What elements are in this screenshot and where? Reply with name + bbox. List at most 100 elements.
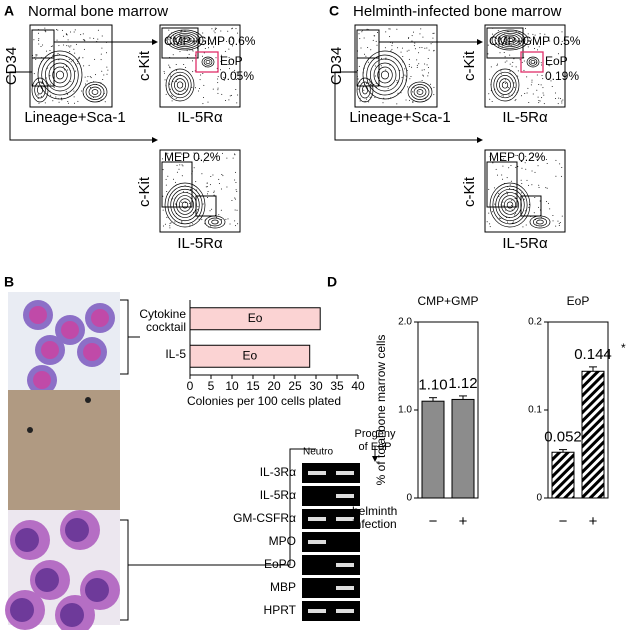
contour: [48, 62, 72, 88]
event-dot: [220, 61, 222, 63]
event-dot: [375, 40, 377, 42]
event-dot: [35, 54, 37, 56]
event-dot: [523, 60, 525, 62]
event-dot: [237, 75, 239, 77]
nucleus: [65, 518, 89, 542]
event-dot: [62, 66, 64, 68]
y-axis-label: c-Kit: [136, 176, 153, 207]
y-axis-label: c-Kit: [461, 176, 478, 207]
contour: [489, 182, 531, 228]
event-dot: [174, 221, 176, 223]
event-dot: [538, 184, 540, 186]
event-dot: [58, 59, 60, 61]
event-dot: [528, 101, 530, 103]
contour: [164, 182, 206, 228]
event-dot: [523, 69, 525, 71]
event-dot: [538, 206, 540, 208]
chart-title: CMP+GMP: [417, 294, 478, 308]
event-dot: [208, 43, 210, 45]
event-dot: [162, 158, 164, 160]
event-dot: [530, 84, 532, 86]
event-dot: [489, 223, 491, 225]
x-tick-label: 20: [267, 379, 281, 393]
contour: [171, 75, 189, 95]
event-dot: [167, 152, 169, 154]
event-dot: [432, 37, 434, 39]
event-dot: [181, 153, 183, 155]
event-dot: [388, 28, 390, 30]
event-dot: [196, 189, 198, 191]
bar: [451, 398, 475, 499]
event-dot: [220, 69, 222, 71]
event-dot: [514, 100, 516, 102]
event-dot: [399, 69, 401, 71]
event-dot: [194, 87, 196, 89]
event-dot: [376, 44, 378, 46]
event-dot: [364, 100, 366, 102]
contour: [207, 217, 223, 227]
x-axis-label: helminth infection: [352, 504, 398, 531]
event-dot: [203, 84, 205, 86]
event-dot: [536, 89, 538, 91]
lane-label: Progeny of EoP: [354, 428, 396, 453]
event-dot: [413, 45, 415, 47]
event-dot: [56, 39, 58, 41]
event-dot: [230, 94, 232, 96]
event-dot: [404, 74, 406, 76]
event-dot: [538, 102, 540, 104]
event-dot: [197, 209, 199, 211]
event-dot: [416, 59, 418, 61]
event-dot: [546, 162, 548, 164]
event-dot: [200, 74, 202, 76]
event-dot: [509, 188, 511, 190]
event-dot: [376, 31, 378, 33]
event-dot: [56, 29, 58, 31]
event-dot: [74, 29, 76, 31]
event-dot: [374, 96, 376, 98]
event-dot: [182, 165, 184, 167]
event-dot: [549, 208, 551, 210]
contour: [356, 77, 374, 103]
event-dot: [206, 193, 208, 195]
event-dot: [95, 74, 97, 76]
contour: [413, 86, 427, 98]
y-axis-label: % of total bone marrow cells: [374, 335, 388, 486]
event-dot: [528, 184, 530, 186]
event-dot: [430, 83, 432, 85]
event-dot: [237, 32, 239, 34]
event-dot: [505, 82, 507, 84]
plot-frame: [29, 24, 113, 108]
contour: [532, 217, 548, 227]
event-dot: [400, 51, 402, 53]
contour: [174, 78, 186, 92]
event-dot: [207, 196, 209, 198]
contour: [416, 89, 424, 95]
event-dot: [169, 227, 171, 229]
event-dot: [540, 62, 542, 64]
event-dot: [224, 50, 226, 52]
event-dot: [84, 76, 86, 78]
event-dot: [537, 165, 539, 167]
contour: [167, 185, 203, 225]
event-dot: [231, 73, 233, 75]
event-dot: [512, 61, 514, 63]
event-dot: [421, 69, 423, 71]
event-dot: [549, 40, 551, 42]
event-dot: [225, 100, 227, 102]
event-dot: [539, 200, 541, 202]
event-dot: [168, 29, 170, 31]
event-dot: [411, 40, 413, 42]
event-dot: [534, 171, 536, 173]
event-dot: [162, 169, 164, 171]
gate-label: EoP: [545, 54, 568, 68]
event-dot: [83, 65, 85, 67]
event-dot: [171, 95, 173, 97]
gene-label: MBP: [270, 580, 296, 594]
event-dot: [562, 99, 564, 101]
event-dot: [181, 164, 183, 166]
event-dot: [191, 60, 193, 62]
contour: [211, 219, 219, 225]
event-dot: [79, 56, 81, 58]
contour: [491, 29, 529, 51]
event-dot: [86, 80, 88, 82]
